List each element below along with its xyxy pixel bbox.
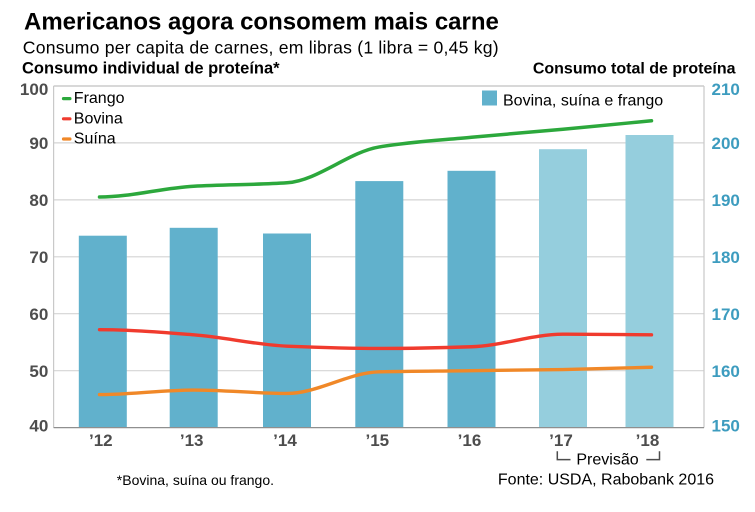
- svg-text:’16: ’16: [458, 431, 482, 450]
- svg-text:’13: ’13: [180, 431, 204, 450]
- svg-text:Suína: Suína: [74, 131, 116, 148]
- svg-text:Bovina: Bovina: [74, 110, 123, 127]
- svg-text:Fonte: USDA, Rabobank 2016: Fonte: USDA, Rabobank 2016: [498, 472, 714, 489]
- svg-text:’14: ’14: [273, 431, 297, 450]
- svg-text:180: 180: [712, 248, 740, 267]
- svg-text:80: 80: [29, 191, 48, 210]
- svg-text:*Bovina, suína ou frango.: *Bovina, suína ou frango.: [117, 472, 274, 488]
- svg-text:210: 210: [712, 80, 740, 99]
- svg-text:200: 200: [712, 134, 740, 153]
- svg-text:170: 170: [712, 305, 740, 324]
- svg-text:’15: ’15: [365, 431, 389, 450]
- svg-text:Consumo individual de proteína: Consumo individual de proteína*: [22, 59, 280, 77]
- svg-text:’18: ’18: [636, 431, 660, 450]
- svg-text:Frango: Frango: [74, 90, 125, 107]
- svg-text:40: 40: [29, 417, 48, 436]
- svg-text:Previsão: Previsão: [576, 452, 638, 469]
- svg-text:’17: ’17: [549, 431, 573, 450]
- svg-text:60: 60: [29, 305, 48, 324]
- svg-text:90: 90: [29, 134, 48, 153]
- svg-text:50: 50: [29, 362, 48, 381]
- svg-text:100: 100: [20, 80, 48, 99]
- svg-text:Consumo per capita de carnes,: Consumo per capita de carnes, em libras …: [23, 38, 499, 58]
- svg-text:190: 190: [712, 191, 740, 210]
- svg-text:Consumo total de proteína: Consumo total de proteína: [533, 60, 736, 77]
- svg-text:70: 70: [29, 248, 48, 267]
- svg-text:Americanos agora consomem mais: Americanos agora consomem mais carne: [24, 9, 499, 36]
- svg-text:160: 160: [712, 362, 740, 381]
- svg-text:’12: ’12: [89, 431, 113, 450]
- svg-text:Bovina, suína e frango: Bovina, suína e frango: [503, 92, 663, 109]
- svg-text:150: 150: [712, 417, 740, 436]
